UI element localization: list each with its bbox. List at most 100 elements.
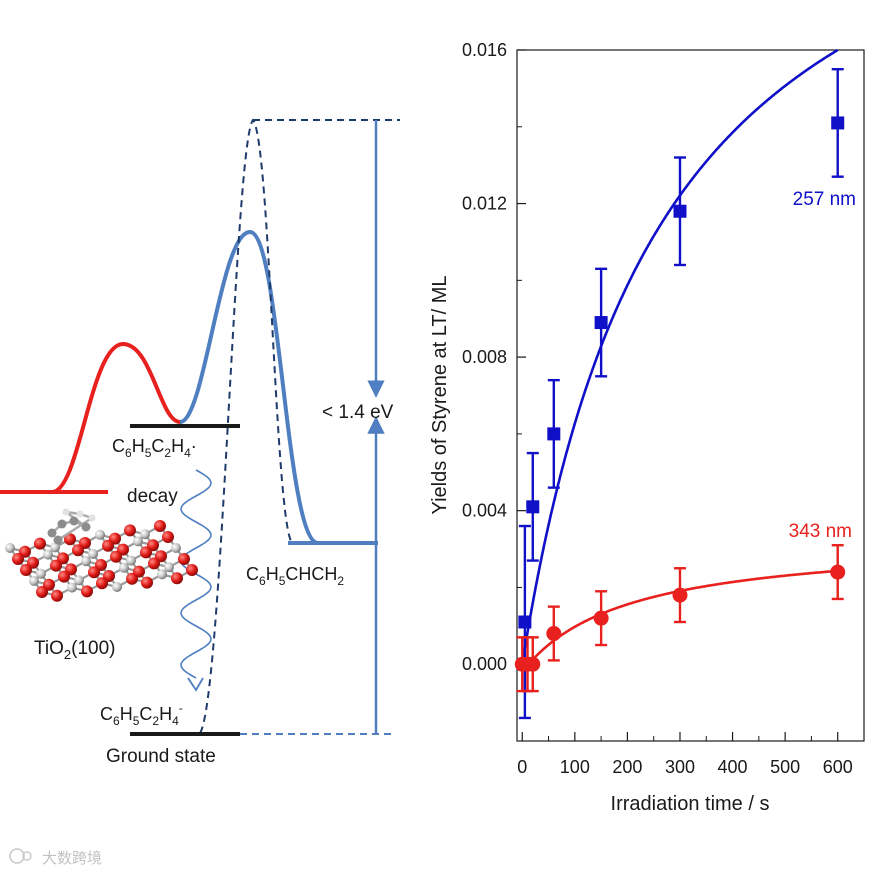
energy-label: < 1.4 eV: [322, 402, 394, 423]
y-tick-label: 0.000: [462, 654, 507, 674]
data-point-257nm: [673, 204, 687, 218]
o-atom: [88, 566, 100, 579]
x-tick-label: 500: [770, 757, 800, 777]
y-axis-label: Yields of Styrene at LT/ ML: [429, 276, 451, 515]
ti-atom: [81, 556, 91, 567]
o-atom: [58, 570, 70, 583]
y-tick-label: 0.004: [462, 501, 507, 521]
ti-atom: [43, 549, 53, 560]
o-atom: [96, 577, 108, 590]
y-tick-label: 0.012: [462, 194, 507, 214]
data-points: [514, 67, 846, 720]
o-atom: [171, 572, 183, 585]
data-point-343nm: [830, 564, 846, 580]
ti-atom: [36, 568, 46, 579]
x-tick-label: 600: [823, 757, 853, 777]
adsorbate-atom: [53, 535, 63, 545]
watermark: 大数跨境: [9, 848, 102, 867]
ti-atom: [140, 529, 150, 540]
energy-diagram: < 1.4 eV decay C6H5C2H4· C6H5CHCH2 C6H5C…: [0, 118, 400, 767]
adsorbate-atom: [57, 519, 67, 529]
o-atom: [148, 557, 160, 570]
legend-343nm: 343 nm: [789, 521, 852, 542]
o-atom: [124, 524, 136, 537]
adsorbate-atom: [69, 516, 79, 526]
ti-atom: [164, 562, 174, 573]
anion-label: C6H5C2H4-: [100, 701, 183, 728]
ti-atom: [112, 582, 122, 592]
o-atom: [140, 546, 152, 559]
surface-label: TiO2(100): [34, 638, 116, 662]
o-atom: [64, 533, 76, 546]
o-atom: [50, 559, 62, 572]
data-point-257nm: [518, 615, 532, 629]
data-point-257nm: [831, 116, 845, 130]
adsorbate-atom: [81, 522, 91, 532]
x-axis: 0 100 200 300 400 500 600: [517, 732, 853, 777]
o-atom: [141, 576, 153, 589]
data-point-257nm: [547, 427, 561, 441]
ti-atom: [126, 555, 136, 566]
data-point-343nm: [525, 656, 541, 672]
ti-atom: [171, 543, 181, 553]
y-tick-label: 0.008: [462, 347, 507, 367]
adsorbate-atom: [76, 510, 84, 518]
ti-atom: [67, 582, 77, 593]
o-atom: [126, 572, 138, 585]
data-point-343nm: [672, 587, 688, 603]
o-atom: [186, 564, 198, 576]
x-tick-label: 200: [612, 757, 642, 777]
data-point-343nm: [593, 610, 609, 626]
o-atom: [178, 553, 190, 565]
data-point-343nm: [546, 626, 562, 642]
o-atom: [81, 585, 93, 598]
o-atom: [12, 553, 24, 565]
watermark-text: 大数跨境: [42, 849, 102, 867]
ti-atom: [50, 542, 60, 553]
o-atom: [36, 586, 48, 598]
o-atom: [72, 544, 84, 557]
adsorbate-atom: [62, 508, 70, 516]
x-tick-label: 100: [560, 757, 590, 777]
o-atom: [20, 564, 32, 576]
o-atom: [110, 550, 122, 563]
y-tick-label: 0.016: [462, 40, 507, 60]
x-axis-label: Irradiation time / s: [611, 793, 770, 815]
y-axis: 0.000 0.004 0.008 0.012 0.016: [462, 40, 526, 742]
data-point-257nm: [594, 316, 608, 330]
data-point-257nm: [526, 500, 540, 514]
ti-atom: [157, 569, 167, 580]
blue-potential-curve: [179, 229, 319, 545]
adsorbate-atom: [47, 528, 57, 538]
dashed-barrier-curve: [199, 118, 293, 734]
ti-atom: [119, 562, 129, 573]
radical-label: C6H5C2H4·: [112, 436, 197, 460]
bond: [57, 516, 93, 542]
decay-label: decay: [127, 486, 178, 507]
ti-atom: [74, 575, 84, 586]
plot-frame: [516, 49, 865, 742]
ground-state-label: Ground state: [106, 746, 216, 767]
tio2-surface-model: [5, 508, 198, 602]
ti-atom: [88, 549, 98, 559]
decay-arrow-head: [187, 677, 204, 692]
legend-257nm: 257 nm: [793, 189, 856, 210]
o-atom: [34, 537, 46, 550]
watermark-logo-icon: [9, 848, 25, 864]
x-tick-label: 300: [665, 757, 695, 777]
ti-atom: [95, 529, 105, 540]
fit-curve-series-1: [527, 569, 838, 666]
x-tick-label: 0: [517, 757, 527, 777]
ti-atom: [133, 536, 143, 547]
o-atom: [51, 589, 63, 602]
x-tick-label: 400: [718, 757, 748, 777]
yield-chart: 0.000 0.004 0.008 0.012 0.016 0 100 200 300 400 5…: [429, 40, 865, 815]
o-atom: [102, 539, 114, 552]
ti-atom: [5, 543, 15, 553]
styrene-label: C6H5CHCH2: [246, 564, 344, 588]
o-atom: [162, 531, 174, 543]
red-potential-curve: [0, 341, 181, 494]
o-atom: [154, 520, 166, 532]
